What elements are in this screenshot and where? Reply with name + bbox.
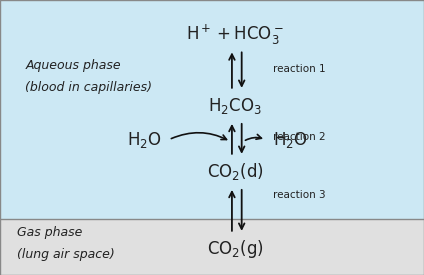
Text: (lung air space): (lung air space) — [17, 248, 115, 261]
Text: (blood in capillaries): (blood in capillaries) — [25, 81, 153, 95]
Bar — [0, 0, 424, 219]
Text: $\mathrm{H_2O}$: $\mathrm{H_2O}$ — [273, 130, 308, 150]
Text: reaction 2: reaction 2 — [273, 133, 326, 142]
Text: Aqueous phase: Aqueous phase — [25, 59, 121, 73]
Text: $\mathrm{CO_2(g)}$: $\mathrm{CO_2(g)}$ — [207, 238, 264, 260]
Text: $\mathrm{CO_2(d)}$: $\mathrm{CO_2(d)}$ — [207, 161, 264, 182]
Text: $\mathrm{H^+ + HCO_3^-}$: $\mathrm{H^+ + HCO_3^-}$ — [186, 22, 285, 46]
Text: reaction 1: reaction 1 — [273, 64, 326, 74]
Text: Gas phase: Gas phase — [17, 226, 82, 239]
Text: reaction 3: reaction 3 — [273, 190, 326, 200]
Bar — [0, 219, 424, 275]
Text: $\mathrm{H_2CO_3}$: $\mathrm{H_2CO_3}$ — [208, 96, 262, 116]
Text: $\mathrm{H_2O}$: $\mathrm{H_2O}$ — [127, 130, 162, 150]
